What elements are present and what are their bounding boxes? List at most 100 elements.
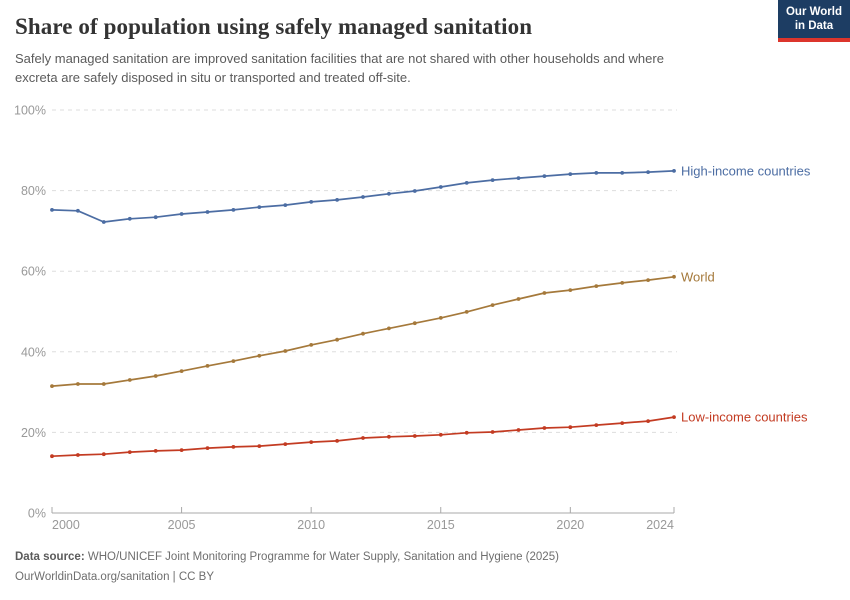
series-point-low-income-countries-2024[interactable] xyxy=(672,415,676,419)
series-point-low-income-countries-2021[interactable] xyxy=(594,423,599,427)
series-point-world-2015[interactable] xyxy=(438,316,443,320)
series-point-high-income-countries-2022[interactable] xyxy=(620,171,625,175)
series-point-low-income-countries-2001[interactable] xyxy=(76,453,80,457)
y-tick-label-40: 40% xyxy=(21,345,46,359)
data-source-text: WHO/UNICEF Joint Monitoring Programme fo… xyxy=(87,551,559,563)
series-point-high-income-countries-2012[interactable] xyxy=(361,195,365,199)
series-label-world[interactable]: World xyxy=(681,269,715,284)
series-point-world-2017[interactable] xyxy=(490,303,495,307)
series-point-high-income-countries-2018[interactable] xyxy=(516,176,521,180)
x-tick-label-2005: 2005 xyxy=(168,518,196,532)
series-point-low-income-countries-2005[interactable] xyxy=(179,448,184,452)
series-point-world-2011[interactable] xyxy=(335,337,339,342)
series-point-high-income-countries-2005[interactable] xyxy=(179,212,184,216)
series-label-high-income-countries[interactable]: High-income countries xyxy=(681,163,811,178)
y-tick-label-20: 20% xyxy=(21,426,46,440)
series-point-low-income-countries-2011[interactable] xyxy=(335,439,339,443)
series-point-low-income-countries-2017[interactable] xyxy=(490,430,495,434)
series-point-high-income-countries-2023[interactable] xyxy=(646,170,650,174)
series-point-low-income-countries-2018[interactable] xyxy=(516,428,521,432)
series-point-low-income-countries-2012[interactable] xyxy=(361,436,365,440)
line-chart[interactable]: 0% 20% 40% 60% 80% 100% 2000 2005 2010 2015 2020 20… xyxy=(0,95,850,545)
series-point-low-income-countries-2008[interactable] xyxy=(257,444,262,448)
series-label-low-income-countries[interactable]: Low-income countries xyxy=(681,410,808,425)
series-point-world-2000[interactable] xyxy=(50,384,54,388)
series-point-high-income-countries-2001[interactable] xyxy=(76,208,80,213)
series-point-high-income-countries-2021[interactable] xyxy=(594,171,599,175)
series-point-high-income-countries-2009[interactable] xyxy=(283,203,288,207)
series-point-high-income-countries-2002[interactable] xyxy=(101,220,106,224)
series-point-world-2010[interactable] xyxy=(309,343,314,347)
series-point-low-income-countries-2009[interactable] xyxy=(283,442,288,446)
series-point-world-2002[interactable] xyxy=(101,382,106,386)
chart-header: Share of population using safely managed… xyxy=(15,14,835,87)
x-tick-label-2024: 2024 xyxy=(646,518,674,532)
series-point-world-2016[interactable] xyxy=(464,310,469,314)
series-point-high-income-countries-2004[interactable] xyxy=(153,215,158,220)
series-point-low-income-countries-2014[interactable] xyxy=(412,434,417,438)
chart-footer: Data source: WHO/UNICEF Joint Monitoring… xyxy=(15,547,835,587)
series-point-low-income-countries-2004[interactable] xyxy=(153,449,158,453)
series-point-high-income-countries-2003[interactable] xyxy=(127,216,132,221)
series-point-world-2014[interactable] xyxy=(412,321,417,326)
series-point-world-2001[interactable] xyxy=(76,382,80,386)
series-point-low-income-countries-2003[interactable] xyxy=(127,450,132,454)
series-point-world-2022[interactable] xyxy=(620,281,625,285)
series-point-world-2020[interactable] xyxy=(568,288,573,292)
series-point-world-2012[interactable] xyxy=(361,331,365,336)
series-point-low-income-countries-2020[interactable] xyxy=(568,425,573,430)
series-point-high-income-countries-2010[interactable] xyxy=(309,200,314,204)
series-point-high-income-countries-2000[interactable] xyxy=(50,208,54,212)
series-point-low-income-countries-2016[interactable] xyxy=(464,430,469,435)
series-point-high-income-countries-2013[interactable] xyxy=(387,191,391,196)
series-point-world-2006[interactable] xyxy=(205,364,210,368)
series-point-high-income-countries-2015[interactable] xyxy=(438,185,443,189)
y-tick-label-80: 80% xyxy=(21,184,46,198)
series-point-world-2007[interactable] xyxy=(231,359,236,363)
series-point-low-income-countries-2015[interactable] xyxy=(438,432,443,437)
series-point-low-income-countries-2006[interactable] xyxy=(205,446,210,450)
series-point-world-2008[interactable] xyxy=(257,353,262,358)
series-point-low-income-countries-2013[interactable] xyxy=(387,434,391,439)
x-tick-label-2000: 2000 xyxy=(52,518,80,532)
owid-logo[interactable]: Our World in Data xyxy=(777,0,850,42)
series-point-world-2018[interactable] xyxy=(516,297,521,301)
series-point-low-income-countries-2019[interactable] xyxy=(542,426,547,430)
x-tick-label-2010: 2010 xyxy=(297,518,325,532)
series-point-high-income-countries-2017[interactable] xyxy=(490,178,495,182)
series-point-world-2021[interactable] xyxy=(594,284,599,288)
series-point-world-2003[interactable] xyxy=(127,378,132,382)
series-point-high-income-countries-2007[interactable] xyxy=(231,208,236,212)
series-point-world-2005[interactable] xyxy=(179,369,184,373)
series-point-high-income-countries-2006[interactable] xyxy=(205,210,210,214)
chart-canvas[interactable]: 0% 20% 40% 60% 80% 100% 2000 2005 2010 2015 2020 20… xyxy=(0,95,850,545)
x-tick-label-2020: 2020 xyxy=(556,518,584,532)
series-point-world-2013[interactable] xyxy=(387,326,391,331)
series-point-low-income-countries-2022[interactable] xyxy=(620,421,625,425)
series-point-world-2004[interactable] xyxy=(153,374,158,378)
owid-logo-line1: Our World xyxy=(785,6,842,18)
series-point-world-2009[interactable] xyxy=(283,349,288,353)
series-point-low-income-countries-2002[interactable] xyxy=(101,452,106,457)
series-point-world-2023[interactable] xyxy=(646,278,650,282)
series-point-high-income-countries-2014[interactable] xyxy=(412,189,417,193)
series-point-world-2019[interactable] xyxy=(542,291,547,295)
series-line-world[interactable] xyxy=(51,275,675,387)
series-point-high-income-countries-2016[interactable] xyxy=(464,181,469,185)
series-point-low-income-countries-2000[interactable] xyxy=(50,454,54,459)
series-point-high-income-countries-2019[interactable] xyxy=(542,174,547,178)
series-point-world-2024[interactable] xyxy=(672,274,676,279)
owid-logo-line2: in Data xyxy=(794,19,834,32)
series-point-high-income-countries-2008[interactable] xyxy=(257,205,262,209)
data-source-line: Data source: WHO/UNICEF Joint Monitoring… xyxy=(15,547,835,567)
y-tick-label-60: 60% xyxy=(21,265,46,279)
data-source-label: Data source: xyxy=(15,551,85,563)
series-point-high-income-countries-2024[interactable] xyxy=(672,169,676,173)
series-point-high-income-countries-2020[interactable] xyxy=(568,172,573,176)
series-point-high-income-countries-2011[interactable] xyxy=(335,198,339,202)
x-tick-label-2015: 2015 xyxy=(427,518,455,532)
series-point-low-income-countries-2010[interactable] xyxy=(309,440,314,444)
series-point-low-income-countries-2007[interactable] xyxy=(231,445,236,449)
series-point-low-income-countries-2023[interactable] xyxy=(646,419,650,423)
